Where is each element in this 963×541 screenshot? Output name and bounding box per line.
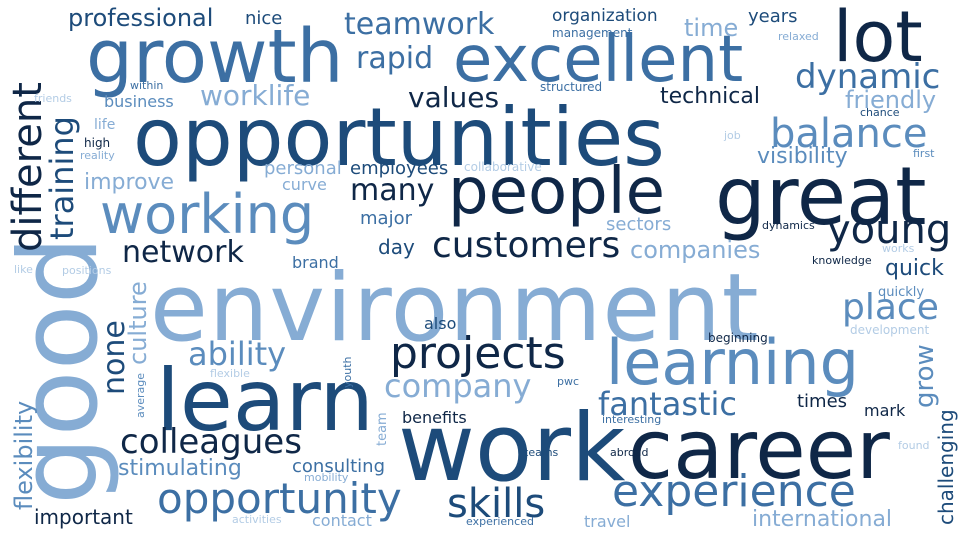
word-international: international xyxy=(752,509,892,531)
word-companies: companies xyxy=(630,238,760,262)
word-ability: ability xyxy=(188,338,286,370)
word-abroad: abroad xyxy=(610,447,648,458)
word-years: years xyxy=(748,8,798,26)
word-within: within xyxy=(130,80,163,91)
word-interesting: interesting xyxy=(602,414,661,425)
word-training: training xyxy=(46,116,78,240)
word-management: management xyxy=(552,27,632,39)
word-also: also xyxy=(424,316,456,332)
word-flexible: flexible xyxy=(210,368,250,379)
word-teams: teams xyxy=(524,447,558,458)
word-like: like xyxy=(14,264,33,275)
word-worklife: worklife xyxy=(200,82,310,110)
word-sectors: sectors xyxy=(606,216,671,234)
word-values: values xyxy=(408,84,499,112)
word-teamwork: teamwork xyxy=(344,10,494,40)
word-quickly: quickly xyxy=(878,286,924,299)
word-team: team xyxy=(376,412,389,446)
word-chance: chance xyxy=(860,107,900,118)
word-technical: technical xyxy=(660,86,760,108)
word-mobility: mobility xyxy=(304,472,348,483)
word-important: important xyxy=(34,507,133,527)
word-challenging: challenging xyxy=(936,409,956,525)
word-improve: improve xyxy=(84,172,174,194)
word-employees: employees xyxy=(350,160,448,178)
word-organization: organization xyxy=(552,8,658,25)
word-professional: professional xyxy=(68,6,213,30)
word-stimulating: stimulating xyxy=(118,458,242,480)
word-major: major xyxy=(360,210,412,228)
word-day: day xyxy=(378,237,415,257)
word-collaborative: collaborative xyxy=(464,161,542,173)
word-curve: curve xyxy=(282,177,327,193)
word-quick: quick xyxy=(885,258,944,280)
word-flexibility: flexibility xyxy=(12,401,36,510)
word-nice: nice xyxy=(245,10,282,28)
word-positions: positions xyxy=(62,265,111,276)
word-mark: mark xyxy=(864,403,905,419)
word-company: company xyxy=(384,370,531,402)
word-friends: friends xyxy=(34,93,72,104)
word-job: job xyxy=(724,130,741,141)
word-relaxed: relaxed xyxy=(778,31,819,42)
word-average: average xyxy=(135,373,146,418)
word-first: first xyxy=(913,148,935,159)
word-found: found xyxy=(898,440,930,451)
word-benefits: benefits xyxy=(402,410,467,426)
word-pwc: pwc xyxy=(557,376,579,387)
word-times: times xyxy=(797,393,847,411)
word-different: different xyxy=(8,82,48,252)
word-dynamics: dynamics xyxy=(762,220,815,231)
word-visibility: visibility xyxy=(757,146,848,168)
word-knowledge: knowledge xyxy=(812,255,872,266)
word-structured: structured xyxy=(540,81,602,93)
word-time: time xyxy=(684,16,738,40)
word-experienced: experienced xyxy=(466,516,534,527)
word-activities: activities xyxy=(232,514,282,525)
word-rapid: rapid xyxy=(356,44,433,74)
word-youth: youth xyxy=(342,357,353,389)
word-high: high xyxy=(84,137,110,149)
word-contact: contact xyxy=(312,513,372,529)
word-beginning: beginning xyxy=(708,332,768,344)
word-development: development xyxy=(850,324,929,336)
word-many: many xyxy=(350,176,434,206)
word-life: life xyxy=(94,118,115,132)
word-colleagues: colleagues xyxy=(120,425,302,459)
word-works: works xyxy=(882,243,914,254)
word-travel: travel xyxy=(584,514,630,530)
word-network: network xyxy=(122,238,244,268)
word-culture: culture xyxy=(126,281,150,365)
word-brand: brand xyxy=(292,255,339,271)
word-working: working xyxy=(100,188,314,242)
word-business: business xyxy=(104,94,174,110)
word-customers: customers xyxy=(432,228,620,264)
word-reality: reality xyxy=(80,150,115,161)
word-grow: grow xyxy=(912,344,938,408)
